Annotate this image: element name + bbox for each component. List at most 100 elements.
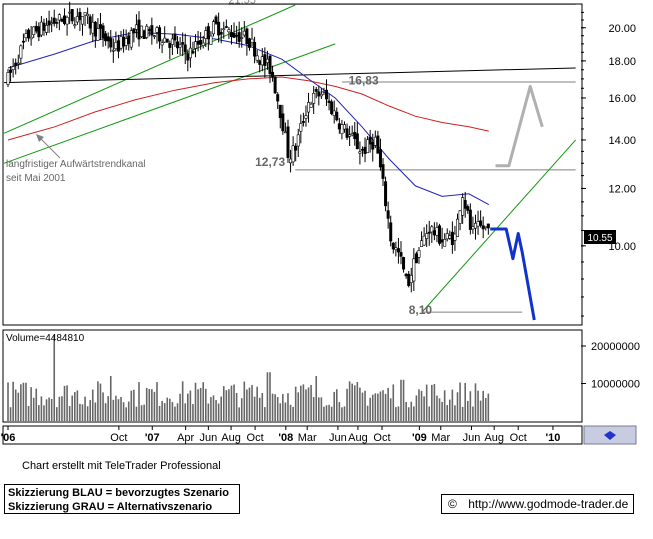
price-level-annotation: 21.55 — [228, 0, 256, 7]
candle-body — [276, 94, 280, 102]
candle-body — [291, 145, 295, 163]
candle-body — [409, 275, 413, 283]
candle-body — [278, 104, 282, 119]
candle-body — [486, 223, 490, 229]
candle-body — [165, 38, 169, 43]
time-tick-label: Oct — [247, 432, 264, 444]
candle-body — [289, 158, 293, 164]
candle-body — [34, 25, 38, 32]
candle-body — [481, 225, 485, 230]
moving-average-200 — [7, 76, 489, 141]
candle-body — [114, 41, 118, 50]
candle-body — [224, 26, 228, 28]
candle-body — [250, 38, 254, 43]
price-tick-label: 18.00 — [608, 56, 636, 68]
candle-body — [402, 257, 406, 270]
candle-body — [229, 32, 233, 38]
candle-body — [83, 12, 87, 16]
candle-body — [88, 16, 92, 29]
candle-body — [57, 14, 61, 21]
candle-body — [263, 54, 267, 66]
candle-body — [235, 35, 239, 37]
candle-body — [39, 21, 43, 36]
candle-body — [78, 12, 82, 21]
candle-body — [24, 33, 28, 39]
time-tick-label: Jun — [463, 432, 481, 444]
candle-body — [340, 124, 344, 134]
candle-body — [75, 16, 79, 23]
candle-body — [435, 227, 439, 236]
time-tick-label: Oct — [510, 432, 527, 444]
candle-body — [299, 123, 303, 132]
volume-tick-label: 10000000 — [591, 379, 640, 391]
time-tick-label: Oct — [110, 432, 127, 444]
candle-body — [194, 41, 198, 49]
last-value-badge — [584, 230, 616, 244]
candle-body — [391, 242, 395, 250]
candle-body — [432, 230, 436, 236]
candle-body — [294, 145, 298, 151]
candle-body — [176, 41, 180, 49]
candle-body — [368, 136, 372, 145]
candle-body — [219, 31, 223, 35]
candle-body — [173, 33, 177, 41]
candle-body — [378, 149, 382, 168]
source-link[interactable]: © http://www.godmode-trader.de — [441, 494, 634, 514]
candle-body — [273, 76, 277, 94]
candle-body — [237, 32, 241, 42]
candle-body — [209, 35, 213, 45]
time-tick-label: '08 — [278, 432, 293, 444]
candle-body — [122, 36, 126, 47]
candle-body — [425, 233, 429, 239]
candle-body — [104, 33, 108, 42]
price-tick-label: 12.00 — [608, 183, 636, 195]
candle-body — [80, 16, 84, 25]
candle-body — [55, 22, 59, 24]
candle-body — [422, 235, 426, 246]
time-tick-label: '07 — [145, 432, 160, 444]
candle-body — [283, 131, 287, 134]
candle-body — [160, 42, 164, 46]
trendline — [421, 139, 577, 313]
candle-body — [438, 225, 442, 244]
candle-body — [325, 89, 329, 100]
moving-average-38 — [7, 31, 490, 206]
chart-credit: Chart erstellt mit TeleTrader Profession… — [22, 460, 221, 472]
candle-body — [147, 29, 151, 32]
candle-body — [247, 38, 251, 48]
time-tick-label: Mar — [431, 432, 450, 444]
timeline-marker-icon[interactable] — [604, 431, 616, 440]
candle-body — [50, 22, 54, 25]
candle-body — [6, 72, 10, 85]
chart-background — [0, 0, 653, 460]
candle-body — [412, 258, 416, 282]
candle-body — [330, 101, 334, 115]
candle-body — [127, 35, 131, 45]
price-level-annotation: 16,83 — [349, 73, 379, 87]
candle-body — [199, 39, 203, 45]
candle-body — [456, 218, 460, 237]
candle-body — [484, 226, 488, 229]
candle-body — [466, 206, 470, 211]
candle-body — [196, 40, 200, 45]
candle-body — [65, 16, 69, 25]
time-tick-label: '09 — [412, 432, 427, 444]
candle-body — [170, 38, 174, 45]
last-value-label: 10.55 — [587, 233, 612, 244]
candle-body — [420, 240, 424, 247]
price-panel-frame — [2, 3, 583, 326]
candle-body — [394, 247, 398, 251]
candle-body — [9, 69, 13, 73]
candle-body — [389, 222, 393, 242]
time-tick-label: Aug — [484, 432, 504, 444]
time-tick-label: '06 — [1, 432, 16, 444]
candle-body — [32, 26, 36, 35]
candle-body — [96, 28, 100, 41]
candle-body — [129, 30, 133, 48]
source-url[interactable]: http://www.godmode-trader.de — [468, 497, 629, 511]
time-tick-label: Apr — [177, 432, 194, 444]
candle-body — [137, 19, 141, 40]
candle-body — [106, 36, 110, 42]
candle-body — [37, 26, 41, 38]
